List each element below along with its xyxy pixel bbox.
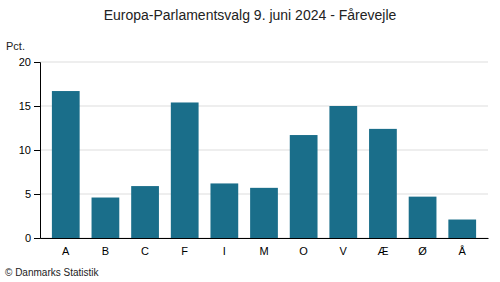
x-tick-label: Æ [377,245,388,257]
y-tick-mark [34,238,40,239]
grid [40,62,488,238]
y-tick-mark [34,62,40,63]
x-tick: Ø [418,245,427,257]
y-label: Pct. [6,40,25,52]
bar [329,106,357,238]
y-tick-label: 5 [25,188,31,200]
grid-line [40,62,488,63]
grid-line [40,150,488,151]
bar [131,186,159,238]
bar [171,102,199,238]
x-tick: B [102,245,109,257]
x-tick-label: C [141,245,149,257]
y-tick: 15 [19,100,40,112]
x-tick: O [299,245,308,257]
chart-container: Europa-Parlamentsvalg 9. juni 2024 - Får… [0,0,500,282]
x-tick-label: A [62,245,70,257]
y-axis: 0 5 10 15 20 [19,56,41,244]
bar [210,183,238,238]
bar [290,135,318,238]
x-tick-label: M [259,245,268,257]
x-tick: I [223,245,226,257]
y-axis-line [34,63,41,239]
x-tick-label: V [340,245,348,257]
x-tick: F [181,245,188,257]
y-tick: 0 [25,232,40,244]
x-axis: ABCFIMOVÆØÅ [41,239,489,257]
bar [448,220,476,238]
x-tick-label: F [181,245,188,257]
y-tick-label: 20 [19,56,31,68]
bar [52,91,80,238]
bar [409,197,437,238]
y-tick: 20 [19,56,40,68]
x-tick-label: Å [459,245,467,257]
y-tick-mark [34,106,40,107]
y-tick-label: 10 [19,144,31,156]
bars [52,91,476,238]
y-tick-mark [34,194,40,195]
x-tick-label: B [102,245,109,257]
footer: © Danmarks Statistik [5,267,100,278]
chart-svg: Europa-Parlamentsvalg 9. juni 2024 - Får… [0,0,500,282]
y-tick-label: 0 [25,232,31,244]
plot: 0 5 10 15 20 A B C F I M O V Æ Ø Å Pct. [6,40,489,257]
x-tick: V [340,245,348,257]
x-tick: Å [459,245,467,257]
x-tick-label: I [223,245,226,257]
bar [92,198,120,238]
y-tick-mark [34,150,40,151]
bar [369,129,397,238]
x-tick: Æ [377,245,388,257]
x-axis-line [41,238,489,239]
x-tick-label: O [299,245,308,257]
x-tick-label: Ø [418,245,427,257]
bar [250,188,278,238]
grid-line [40,106,488,107]
y-tick: 10 [19,144,40,156]
x-tick: A [62,245,70,257]
x-tick: C [141,245,149,257]
title: Europa-Parlamentsvalg 9. juni 2024 - Får… [104,7,397,23]
y-tick: 5 [25,188,40,200]
y-tick-label: 15 [19,100,31,112]
x-tick: M [259,245,268,257]
